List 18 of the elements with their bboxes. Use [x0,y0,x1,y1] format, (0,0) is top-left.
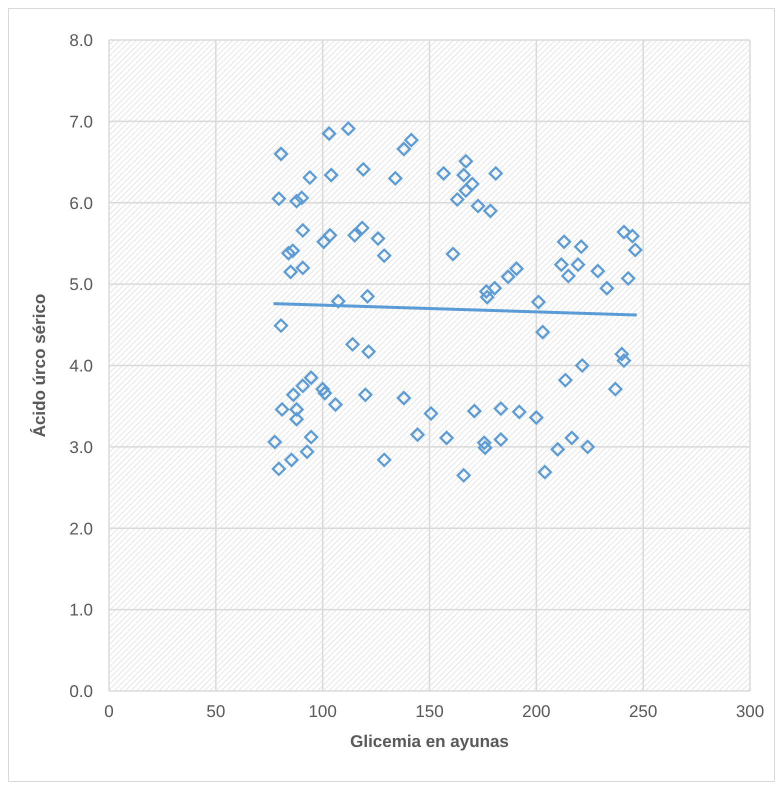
x-tick-label: 100 [308,702,337,722]
y-tick-label: 1.0 [69,600,93,620]
y-axis-title: Ácido úrco sérico [29,294,50,438]
x-tick-label: 250 [628,702,658,722]
x-tick-label: 200 [522,702,551,722]
y-tick-label: 6.0 [69,194,93,213]
x-tick-label: 300 [736,702,764,722]
y-tick-label: 5.0 [69,275,93,294]
y-tick-label: 4.0 [69,356,93,376]
y-tick-label: 8.0 [69,31,93,50]
x-tick-label: 0 [104,702,114,722]
y-tick-label: 7.0 [69,112,93,132]
y-tick-label: 0.0 [69,682,93,702]
x-tick-label: 150 [415,702,444,722]
y-tick-label: 2.0 [69,519,93,538]
y-tick-label: 3.0 [69,438,93,457]
x-tick-label: 50 [206,702,226,722]
x-axis-title: Glicemia en ayunas [350,732,509,751]
